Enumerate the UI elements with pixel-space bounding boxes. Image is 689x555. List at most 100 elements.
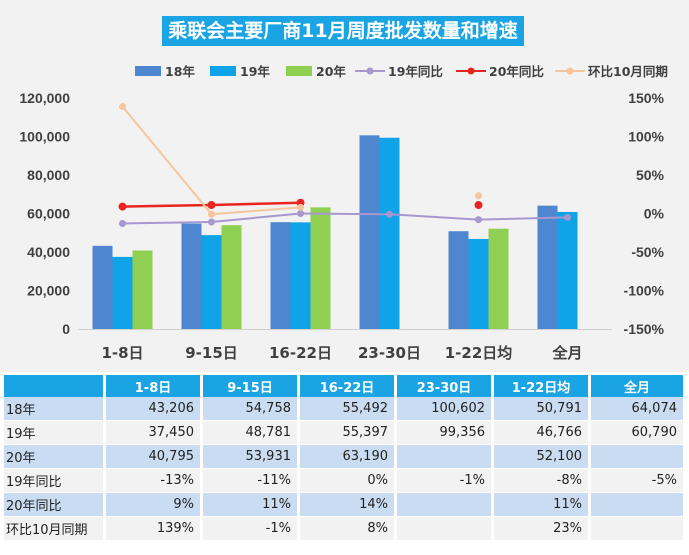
- bar-19年: [112, 256, 133, 329]
- table-cell: 64,074: [591, 397, 686, 421]
- point-环比10月同期: [119, 102, 126, 110]
- table-cell: 55,492: [300, 397, 397, 421]
- legend-label: 19年同比: [388, 64, 443, 79]
- table-cell: 52,100: [494, 445, 591, 469]
- table-cell: [397, 493, 494, 517]
- point-19年同比: [386, 210, 393, 218]
- table-cell: -8%: [494, 469, 591, 493]
- x-tick-label: 9-15日: [185, 344, 238, 362]
- data-table: 1-8日 9-15日 16-22日 23-30日 1-22日均 全月 18年 4…: [4, 375, 686, 541]
- bar-20年: [310, 207, 331, 329]
- bar-18年: [359, 135, 380, 329]
- legend-label: 19年: [240, 64, 270, 79]
- legend-label: 环比10月同期: [588, 64, 668, 79]
- bar-19年: [290, 222, 311, 329]
- x-tick-label: 1-8日: [101, 344, 143, 362]
- table-header-cell: 9-15日: [203, 375, 300, 397]
- table-cell: -11%: [203, 469, 300, 493]
- chart-svg: 0 20,000 40,000 60,000 80,000 100,000 120,000 -…: [19, 64, 668, 362]
- legend-marker-20年同比: [467, 67, 475, 75]
- legend-label: 18年: [165, 64, 195, 79]
- legend-label: 20年同比: [489, 64, 544, 79]
- point-环比10月同期: [475, 192, 482, 200]
- table-header-cell: 1-8日: [106, 375, 203, 397]
- table-row: 环比10月同期 139% -1% 8% 23%: [4, 517, 686, 541]
- y-right-tick-label: -50%: [631, 244, 664, 260]
- table-cell: [591, 445, 686, 469]
- table-cell: -1%: [203, 517, 300, 541]
- table-cell: [591, 517, 686, 541]
- table-cell: 11%: [494, 493, 591, 517]
- table-cell: [397, 445, 494, 469]
- table-header-cell: [4, 375, 106, 397]
- legend-swatch-20年: [286, 66, 312, 76]
- table-cell: 23%: [494, 517, 591, 541]
- row-label: 19年: [4, 421, 106, 445]
- table-header-row: 1-8日 9-15日 16-22日 23-30日 1-22日均 全月: [4, 375, 686, 397]
- y-left-tick-label: 20,000: [27, 283, 70, 299]
- point-19年同比: [119, 220, 126, 228]
- table-row: 18年 43,206 54,758 55,492 100,602 50,791 …: [4, 397, 686, 421]
- table-header-cell: 全月: [591, 375, 686, 397]
- table-cell: 99,356: [397, 421, 494, 445]
- table-cell: -1%: [397, 469, 494, 493]
- table-cell: 9%: [106, 493, 203, 517]
- bar-19年: [468, 238, 489, 329]
- table-cell: 139%: [106, 517, 203, 541]
- x-tick-label: 全月: [551, 344, 582, 362]
- table-cell: 46,766: [494, 421, 591, 445]
- line-segment-20年同比: [122, 203, 212, 208]
- table-cell: 50,791: [494, 397, 591, 421]
- x-tick-label: 23-30日: [358, 344, 421, 362]
- table-row: 19年 37,450 48,781 55,397 99,356 46,766 6…: [4, 421, 686, 445]
- bar-20年: [488, 228, 509, 329]
- y-left-tick-label: 80,000: [27, 167, 70, 183]
- legend-swatch-19年: [210, 66, 236, 76]
- table-row: 20年 40,795 53,931 63,190 52,100: [4, 445, 686, 469]
- legend-label: 20年: [316, 64, 346, 79]
- row-label: 20年同比: [4, 493, 106, 517]
- point-20年同比: [207, 201, 216, 210]
- table-cell: 100,602: [397, 397, 494, 421]
- y-right-tick-label: 50%: [636, 167, 665, 183]
- line-segment-19年同比: [300, 212, 390, 216]
- legend-swatch-18年: [135, 66, 161, 76]
- table-cell: [591, 493, 686, 517]
- table-cell: 48,781: [203, 421, 300, 445]
- bar-18年: [537, 205, 558, 329]
- bar-19年: [379, 137, 400, 329]
- point-环比10月同期: [208, 210, 215, 218]
- y-left-tick-label: 120,000: [19, 90, 70, 106]
- table-cell: 55,397: [300, 421, 397, 445]
- row-label: 环比10月同期: [4, 517, 106, 541]
- table-header-cell: 23-30日: [397, 375, 494, 397]
- table-cell: 0%: [300, 469, 397, 493]
- table-cell: -13%: [106, 469, 203, 493]
- y-left-tick-label: 40,000: [27, 244, 70, 260]
- table-header-cell: 16-22日: [300, 375, 397, 397]
- table-cell: 54,758: [203, 397, 300, 421]
- chart-title: 乘联会主要厂商11月周度批发数量和增速: [162, 16, 524, 46]
- table-row: 19年同比 -13% -11% 0% -1% -8% -5%: [4, 469, 686, 493]
- point-19年同比: [475, 216, 482, 224]
- y-right-tick-label: 0%: [644, 206, 665, 222]
- line-segment-20年同比: [211, 201, 301, 207]
- point-19年同比: [297, 210, 304, 217]
- table-cell: -5%: [591, 469, 686, 493]
- y-left-tick-label: 60,000: [27, 206, 70, 222]
- bar-20年: [132, 250, 153, 329]
- point-环比10月同期: [297, 203, 304, 211]
- table-cell: 60,790: [591, 421, 686, 445]
- row-label: 19年同比: [4, 469, 106, 493]
- line-segment-环比10月同期: [211, 206, 301, 216]
- x-tick-label: 16-22日: [269, 344, 332, 362]
- bar-19年: [201, 235, 222, 329]
- y-left-tick-label: 0: [62, 321, 70, 337]
- chart-area: 0 20,000 40,000 60,000 80,000 100,000 120,000 -…: [0, 0, 689, 372]
- table-cell: 63,190: [300, 445, 397, 469]
- y-left-tick-label: 100,000: [19, 129, 70, 145]
- x-tick-label: 1-22日均: [445, 344, 513, 362]
- table-cell: 37,450: [106, 421, 203, 445]
- table-cell: [397, 517, 494, 541]
- y-right-tick-label: 100%: [628, 129, 664, 145]
